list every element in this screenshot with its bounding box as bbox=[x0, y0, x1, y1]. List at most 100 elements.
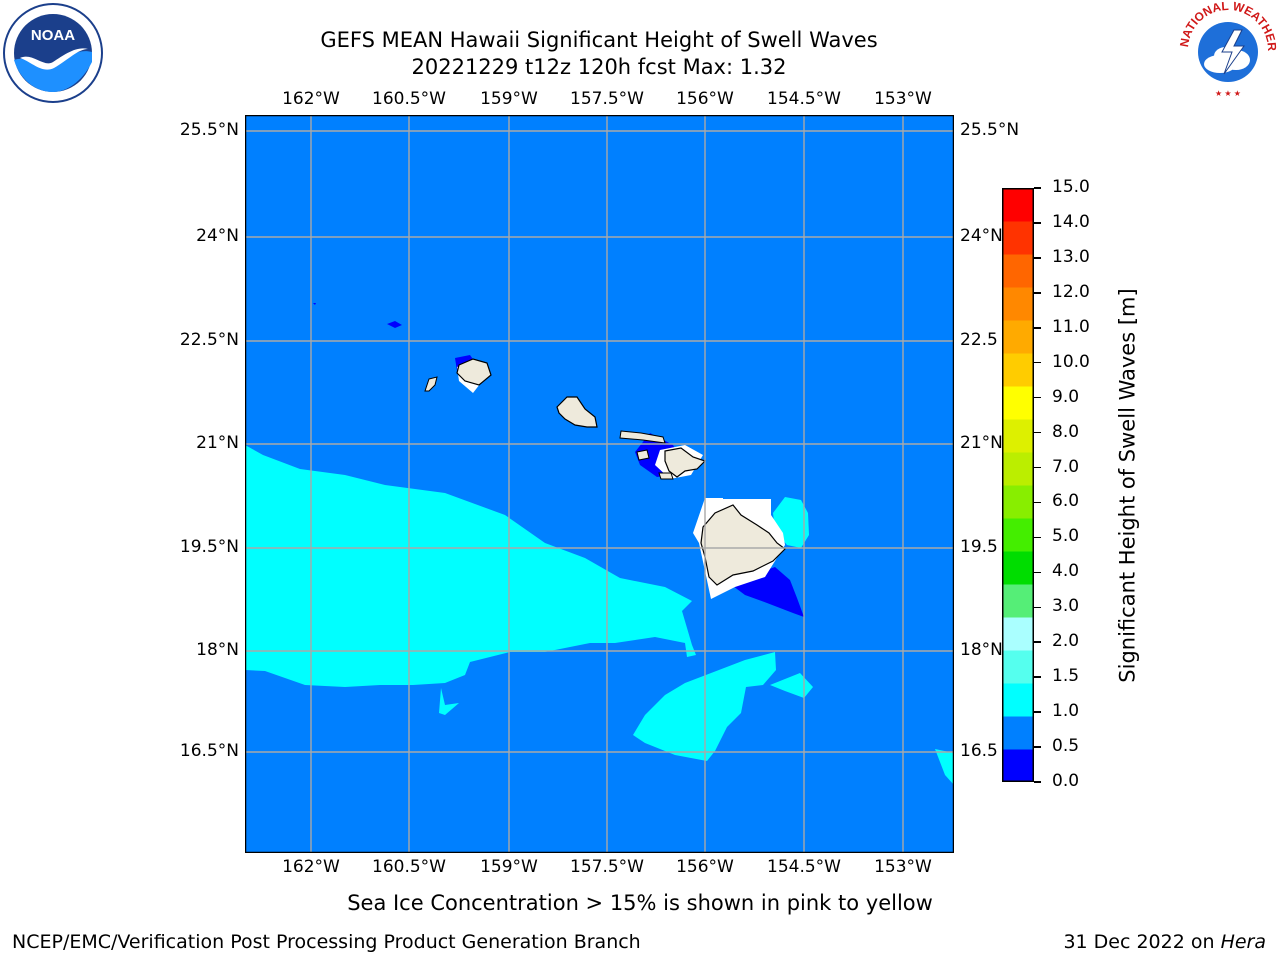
island-kahoolawe bbox=[658, 472, 674, 480]
colorbar-swatch bbox=[1002, 584, 1034, 618]
colorbar-swatch bbox=[1002, 320, 1034, 354]
colorbar-swatch bbox=[1002, 518, 1034, 552]
colorbar-tick-mark bbox=[1034, 257, 1041, 259]
footer-host: Hera bbox=[1220, 931, 1266, 953]
colorbar-tick-label: 14.0 bbox=[1052, 211, 1090, 232]
lat-label-left: 24°N bbox=[196, 226, 239, 246]
colorbar-tick-label: 11.0 bbox=[1052, 316, 1090, 337]
sea-ice-note: Sea Ice Concentration > 15% is shown in … bbox=[347, 891, 933, 915]
colorbar-tick-label: 0.0 bbox=[1052, 771, 1080, 791]
colorbar-swatch bbox=[1002, 353, 1034, 387]
footer-right: 31 Dec 2022 on Hera bbox=[1063, 931, 1266, 953]
lon-label-top: 153°W bbox=[874, 89, 932, 109]
lon-label-top: 156°W bbox=[676, 89, 734, 109]
colorbar-tick-mark bbox=[1034, 396, 1041, 399]
colorbar-tick-label: 10.0 bbox=[1052, 351, 1090, 372]
lon-label-bottom: 156°W bbox=[676, 857, 734, 877]
island-kauai bbox=[456, 358, 492, 386]
lon-label-top: 160.5°W bbox=[372, 89, 446, 109]
lat-label-right: 22.5 bbox=[960, 330, 998, 350]
lon-label-bottom: 159°W bbox=[480, 857, 538, 877]
colorbar-tick-label: 12.0 bbox=[1052, 281, 1090, 302]
colorbar-tick-label: 13.0 bbox=[1052, 246, 1090, 267]
svg-text:★ ★ ★: ★ ★ ★ bbox=[1215, 89, 1241, 98]
lat-label-right: 18°N bbox=[960, 640, 1003, 660]
colorbar-tick-label: 2.0 bbox=[1052, 631, 1080, 652]
colorbar-tick-label: 7.0 bbox=[1052, 456, 1080, 477]
noaa-logo-text: NOAA bbox=[31, 27, 75, 44]
lon-label-bottom: 160.5°W bbox=[372, 857, 446, 877]
colorbar-tick-mark bbox=[1034, 466, 1041, 469]
lat-label-left: 19.5°N bbox=[179, 537, 239, 557]
nws-logo: NATIONAL WEATHER SERVICE ★ ★ ★ bbox=[1178, 0, 1278, 100]
colorbar-swatch bbox=[1002, 749, 1034, 782]
colorbar-swatch bbox=[1002, 452, 1034, 486]
colorbar-tick-mark bbox=[1034, 641, 1041, 643]
lat-label-right: 19.5 bbox=[960, 537, 998, 557]
colorbar-tick-label: 4.0 bbox=[1052, 561, 1080, 582]
lat-label-left: 16.5°N bbox=[179, 741, 239, 761]
colorbar-swatch bbox=[1002, 254, 1034, 288]
lat-label-left: 25.5°N bbox=[179, 120, 239, 140]
colorbar-swatch bbox=[1002, 419, 1034, 453]
lon-label-top: 162°W bbox=[282, 89, 340, 109]
colorbar-tick-label: 1.5 bbox=[1052, 666, 1080, 687]
swell-patch-1 bbox=[439, 688, 459, 715]
swell-patch-3 bbox=[770, 673, 813, 698]
colorbar-tick-mark bbox=[1034, 536, 1041, 539]
lat-label-left: 21°N bbox=[196, 433, 239, 453]
colorbar-tick-mark bbox=[1034, 711, 1041, 713]
colorbar-swatch bbox=[1002, 386, 1034, 420]
colorbar-tick-mark bbox=[1034, 222, 1041, 224]
colorbar-tick-mark bbox=[1034, 292, 1041, 294]
lon-label-top: 157.5°W bbox=[570, 89, 644, 109]
colorbar-swatch bbox=[1002, 551, 1034, 585]
colorbar-tick-mark bbox=[1034, 676, 1041, 678]
swell-dot-2 bbox=[313, 303, 316, 305]
island-lanai bbox=[636, 449, 650, 461]
footer-left: NCEP/EMC/Verification Post Processing Pr… bbox=[12, 931, 641, 953]
lon-label-bottom: 154.5°W bbox=[767, 857, 841, 877]
map-title: GEFS MEAN Hawaii Significant Height of S… bbox=[320, 28, 878, 52]
colorbar-swatch bbox=[1002, 617, 1034, 651]
colorbar-tick-label: 9.0 bbox=[1052, 386, 1080, 407]
lat-label-right: 25.5°N bbox=[960, 120, 1020, 140]
colorbar bbox=[1002, 188, 1034, 782]
colorbar-tick-mark bbox=[1034, 781, 1041, 783]
footer-date: 31 Dec 2022 on bbox=[1063, 931, 1221, 953]
colorbar-swatch bbox=[1002, 188, 1034, 222]
colorbar-tick-mark bbox=[1034, 606, 1041, 609]
colorbar-swatch bbox=[1002, 716, 1034, 750]
island-maui bbox=[664, 447, 707, 478]
colorbar-tick-mark bbox=[1034, 571, 1041, 574]
colorbar-tick-label: 15.0 bbox=[1052, 177, 1090, 197]
lon-label-bottom: 157.5°W bbox=[570, 857, 644, 877]
lat-label-left: 18°N bbox=[196, 640, 239, 660]
noaa-logo: NOAA bbox=[2, 2, 104, 104]
colorbar-tick-mark bbox=[1034, 746, 1041, 748]
island-oahu bbox=[556, 396, 598, 428]
map-subtitle: 20221229 t12z 120h fcst Max: 1.32 bbox=[411, 55, 787, 79]
lon-label-bottom: 162°W bbox=[282, 857, 340, 877]
colorbar-tick-mark bbox=[1034, 501, 1041, 504]
colorbar-swatch bbox=[1002, 485, 1034, 519]
colorbar-swatch bbox=[1002, 287, 1034, 321]
colorbar-tick-label: 1.0 bbox=[1052, 701, 1080, 722]
colorbar-tick-label: 6.0 bbox=[1052, 491, 1080, 512]
lon-label-bottom: 153°W bbox=[874, 857, 932, 877]
island-molokai bbox=[619, 430, 666, 444]
colorbar-swatch bbox=[1002, 650, 1034, 684]
colorbar-label: Significant Height of Swell Waves [m] bbox=[1115, 288, 1140, 683]
colorbar-tick-mark bbox=[1034, 327, 1041, 329]
colorbar-frame bbox=[1002, 188, 1034, 782]
lon-label-top: 159°W bbox=[480, 89, 538, 109]
map-frame bbox=[245, 115, 954, 853]
lat-label-left: 22.5°N bbox=[179, 330, 239, 350]
colorbar-tick-mark bbox=[1034, 431, 1041, 434]
colorbar-tick-label: 5.0 bbox=[1052, 526, 1080, 547]
colorbar-tick-label: 3.0 bbox=[1052, 596, 1080, 617]
colorbar-tick-label: 0.5 bbox=[1052, 736, 1080, 757]
map-panel bbox=[245, 115, 954, 853]
colorbar-tick-label: 8.0 bbox=[1052, 421, 1080, 442]
colorbar-tick-mark bbox=[1034, 361, 1041, 364]
